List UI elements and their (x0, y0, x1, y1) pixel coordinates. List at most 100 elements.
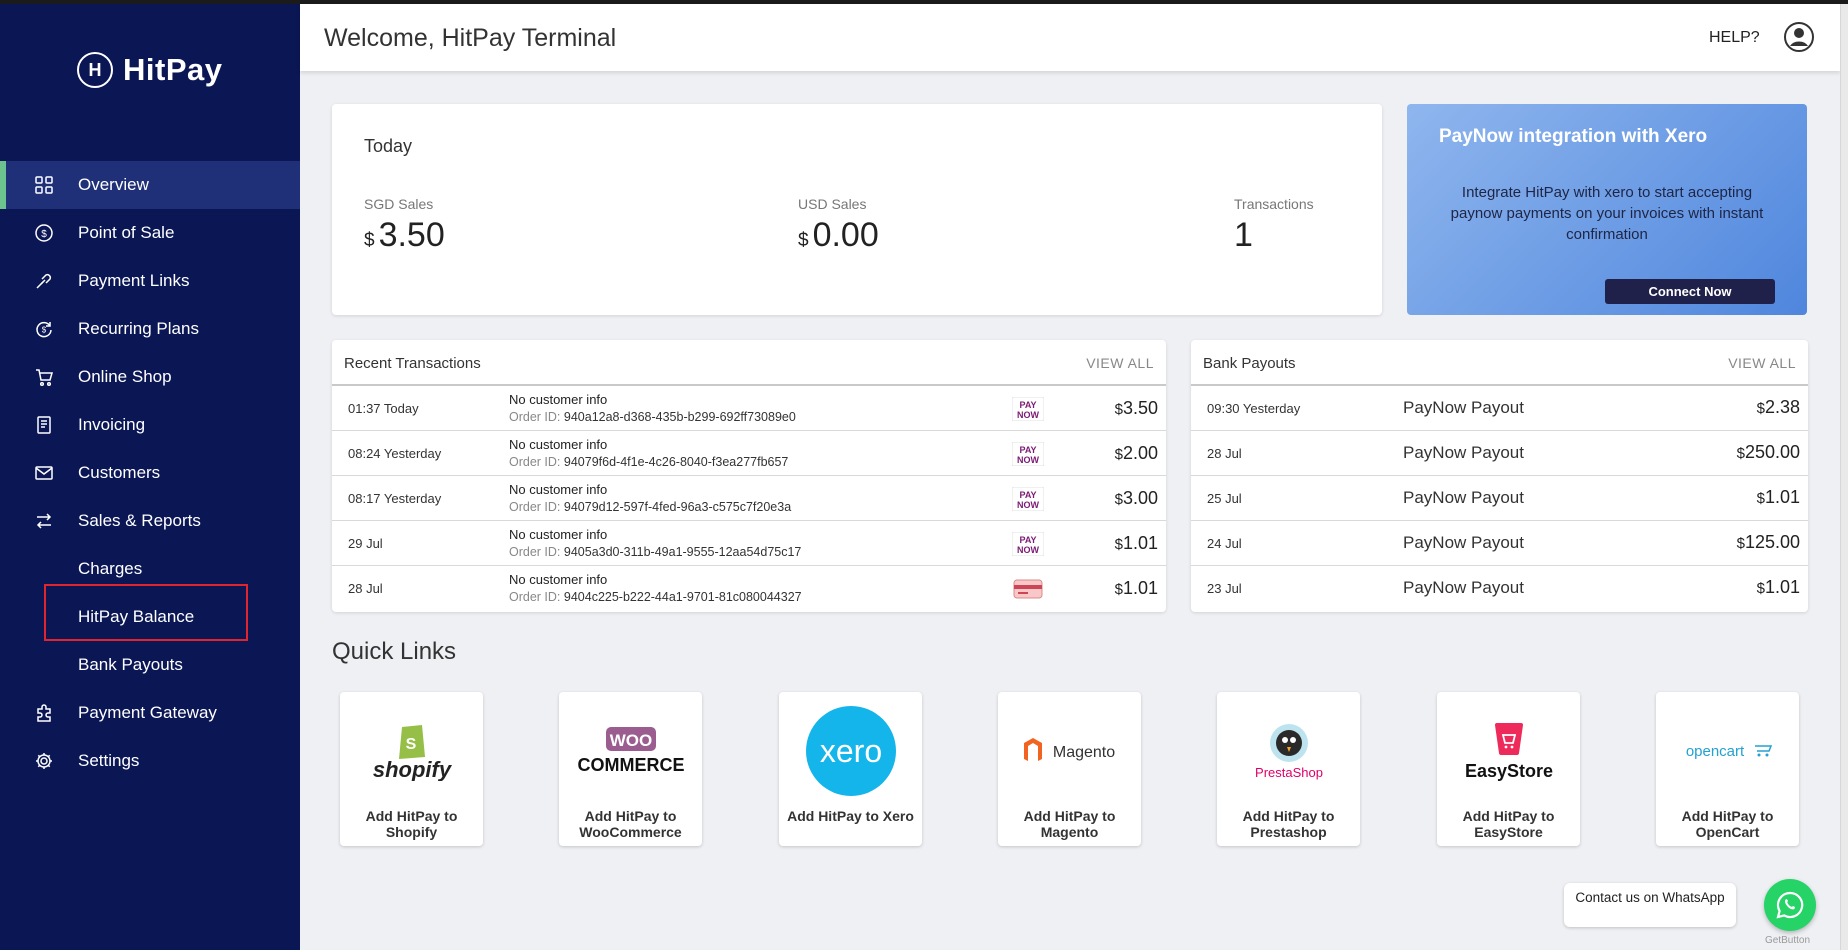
transaction-row[interactable]: 29 Jul No customer info Order ID: 9405a3d0… (332, 521, 1166, 566)
transaction-row[interactable]: 01:37 Today No customer info Order ID: 940… (332, 386, 1166, 431)
quick-link-prestashop[interactable]: PrestaShop Add HitPay to Prestashop (1217, 692, 1360, 846)
hitpay-logo[interactable]: H HitPay (77, 52, 222, 88)
transaction-time: 08:24 Yesterday (348, 446, 442, 461)
payout-amount: $125.00 (1737, 532, 1800, 553)
quick-link-opencart[interactable]: opencart Add HitPay to OpenCart (1656, 692, 1799, 846)
today-title: Today (364, 136, 413, 156)
svg-text:PAY: PAY (1019, 490, 1036, 500)
payout-row[interactable]: 09:30 Yesterday PayNow Payout $2.38 (1191, 386, 1808, 431)
transactions-value: 1 (1234, 216, 1253, 254)
transaction-row[interactable]: 08:24 Yesterday No customer info Order ID:… (332, 431, 1166, 476)
currency-symbol: $ (1114, 536, 1123, 553)
whatsapp-button[interactable] (1764, 879, 1816, 931)
transactions-label: Transactions (1234, 196, 1314, 212)
connect-now-button[interactable]: Connect Now (1605, 279, 1775, 304)
currency-symbol: $ (1114, 446, 1123, 463)
magento-logo-text: Magento (1052, 744, 1114, 761)
credit-card-icon (1013, 579, 1043, 599)
payout-row[interactable]: 28 Jul PayNow Payout $250.00 (1191, 431, 1808, 476)
payout-label: PayNow Payout (1403, 398, 1524, 417)
transaction-order-id: Order ID: 9405a3d0-311b-49a1-9555-12aa54… (509, 545, 801, 559)
xero-promo-card: PayNow integration with Xero Integrate H… (1407, 104, 1807, 315)
payout-amount: $250.00 (1737, 442, 1800, 463)
quick-link-xero[interactable]: xero Add HitPay to Xero (779, 692, 922, 846)
transaction-time: 01:37 Today (348, 401, 419, 416)
payouts-list: 09:30 Yesterday PayNow Payout $2.38 28 Jul P… (1191, 386, 1808, 611)
quick-link-label: Add HitPay to OpenCart (1681, 808, 1774, 840)
amount: 1.01 (1122, 578, 1158, 598)
sidebar-item-customers[interactable]: Customers (0, 449, 300, 497)
cart-icon (36, 369, 53, 387)
transaction-row[interactable]: 08:17 Yesterday No customer info Order ID:… (332, 476, 1166, 521)
whatsapp-contact-bubble[interactable]: Contact us on WhatsApp (1564, 883, 1736, 927)
payout-row[interactable]: 24 Jul PayNow Payout $125.00 (1191, 521, 1808, 566)
sidebar-item-payment-gateway[interactable]: Payment Gateway (0, 689, 300, 737)
sidebar-item-label: Overview (78, 175, 149, 194)
transaction-order-id: Order ID: 940a12a8-d368-435b-b299-692ff7… (509, 410, 796, 424)
quick-link-easystore[interactable]: EasyStore Add HitPay to EasyStore (1437, 692, 1580, 846)
grid-icon (35, 176, 53, 194)
payout-row[interactable]: 25 Jul PayNow Payout $1.01 (1191, 476, 1808, 521)
sidebar-item-point-of-sale[interactable]: $ Point of Sale (0, 209, 300, 257)
invoice-icon (37, 416, 51, 434)
amount: 1.01 (1764, 487, 1800, 507)
sidebar-item-label: Customers (78, 463, 161, 482)
user-avatar-icon[interactable] (1784, 22, 1814, 52)
transaction-time: 28 Jul (348, 581, 383, 596)
quick-link-magento[interactable]: Magento Add HitPay to Magento (998, 692, 1141, 846)
amount: 3.50 (1122, 398, 1158, 418)
svg-text:PAY: PAY (1019, 400, 1036, 410)
sidebar-item-label: Sales & Reports (78, 511, 201, 530)
hitpay-logo-text: HitPay (123, 52, 223, 87)
sidebar-item-label: Point of Sale (78, 223, 175, 242)
payout-label: PayNow Payout (1403, 443, 1524, 462)
order-id-value: 9404c225-b222-44a1-9701-81c080044327 (563, 590, 802, 604)
sidebar: H HitPay Overview $ Point of Sale Paymen… (0, 4, 300, 950)
easystore-logo-text: EasyStore (1464, 761, 1552, 781)
amount: 1.01 (1122, 533, 1158, 553)
sidebar-item-recurring-plans[interactable]: $ Recurring Plans (0, 305, 300, 353)
currency-symbol: $ (1114, 401, 1123, 418)
sidebar-item-charges[interactable]: Charges (0, 545, 300, 593)
view-all-payouts-link[interactable]: VIEW ALL (1728, 355, 1796, 371)
payout-row[interactable]: 23 Jul PayNow Payout $1.01 (1191, 566, 1808, 611)
sidebar-item-invoicing[interactable]: Invoicing (0, 401, 300, 449)
page-title: Welcome, HitPay Terminal (324, 24, 617, 52)
sidebar-item-payment-links[interactable]: Payment Links (0, 257, 300, 305)
help-link[interactable]: HELP? (1709, 29, 1760, 46)
sidebar-item-overview[interactable]: Overview (0, 161, 300, 209)
quick-link-woocommerce[interactable]: WOO COMMERCE Add HitPay to WooCommerce (559, 692, 702, 846)
amount: 0.00 (812, 216, 879, 254)
quick-link-label: Add HitPay to Shopify (365, 808, 458, 840)
transaction-row[interactable]: 28 Jul No customer info Order ID: 9404c225… (332, 566, 1166, 611)
shopify-logo-text: shopify (372, 757, 452, 781)
svg-text:NOW: NOW (1017, 410, 1040, 420)
transaction-order-id: Order ID: 9404c225-b222-44a1-9701-81c080… (509, 590, 802, 604)
promo-title: PayNow integration with Xero (1439, 126, 1708, 147)
currency-symbol: $ (798, 230, 809, 251)
sidebar-item-sales-reports[interactable]: Sales & Reports (0, 497, 300, 545)
bank-payouts-title: Bank Payouts (1203, 355, 1296, 372)
transaction-customer: No customer info (509, 437, 608, 452)
amount: 1.01 (1764, 577, 1800, 597)
sidebar-item-label: Bank Payouts (78, 655, 183, 674)
transaction-amount: $2.00 (1115, 443, 1158, 464)
envelope-icon (35, 466, 53, 480)
sidebar-item-label: Payment Links (78, 271, 190, 290)
transaction-amount: $3.50 (1115, 398, 1158, 419)
page-scrollbar[interactable] (1840, 4, 1848, 950)
currency-symbol: $ (1736, 535, 1745, 552)
sidebar-item-online-shop[interactable]: Online Shop (0, 353, 300, 401)
sidebar-item-hitpay-balance[interactable]: HitPay Balance (0, 593, 300, 641)
view-all-transactions-link[interactable]: VIEW ALL (1086, 355, 1154, 371)
transaction-time: 08:17 Yesterday (348, 491, 442, 506)
svg-text:PAY: PAY (1019, 535, 1036, 545)
sidebar-item-settings[interactable]: Settings (0, 737, 300, 785)
panel-header: Bank Payouts VIEW ALL (1191, 340, 1808, 386)
hitpay-logo-mark: H (77, 52, 113, 88)
sidebar-item-bank-payouts[interactable]: Bank Payouts (0, 641, 300, 689)
order-id-label: Order ID: (509, 410, 561, 424)
svg-text:PAY: PAY (1019, 445, 1036, 455)
